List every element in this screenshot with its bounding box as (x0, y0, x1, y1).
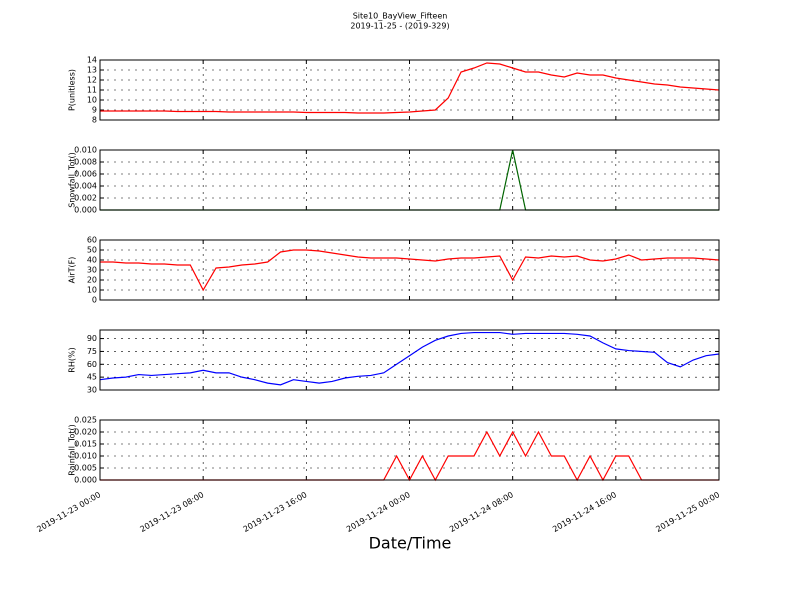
plot-frame (99, 329, 720, 391)
y-tick-label: 14 (87, 56, 97, 65)
x-tick-label: 2019-11-23 00:00 (35, 490, 102, 534)
x-tick-label: 2019-11-23 08:00 (138, 490, 205, 534)
y-tick-label: 50 (87, 246, 97, 255)
x-tick-label: 2019-11-24 16:00 (551, 490, 618, 534)
x-tick-label: 2019-11-24 08:00 (448, 490, 515, 534)
y-axis-label: P(unitless) (68, 69, 77, 111)
y-tick-label: 0.002 (74, 194, 97, 203)
y-tick-label: 0 (92, 296, 97, 305)
y-tick-label: 30 (87, 266, 97, 275)
plot-frame (99, 419, 720, 481)
y-tick-label: 45 (87, 373, 97, 382)
y-tick-label: 0.015 (74, 440, 97, 449)
plot-frame (99, 59, 720, 121)
chart-subtitle: 2019-11-25 - (2019-329) (350, 22, 449, 31)
x-tick-label: 2019-11-25 00:00 (654, 490, 721, 534)
x-tick-label: 2019-11-24 00:00 (345, 490, 412, 534)
x-tick-label: 2019-11-23 16:00 (242, 490, 309, 534)
y-tick-label: 0.020 (74, 428, 97, 437)
y-tick-label: 11 (87, 86, 97, 95)
data-line (100, 249, 720, 292)
data-line (99, 331, 720, 386)
y-tick-label: 13 (87, 66, 97, 75)
y-tick-label: 0.004 (74, 182, 97, 191)
y-tick-label: 75 (87, 347, 97, 356)
y-tick-label: 0.000 (74, 206, 97, 215)
y-tick-label: 10 (87, 286, 97, 295)
data-line (100, 62, 720, 114)
y-axis-label: Snowfall_Tot() (68, 152, 77, 208)
y-tick-label: 20 (87, 276, 97, 285)
y-tick-label: 8 (92, 116, 97, 125)
y-tick-label: 30 (87, 386, 97, 395)
plot-frame (99, 149, 720, 211)
y-tick-label: 0.000 (74, 476, 97, 485)
y-tick-label: 0.006 (74, 170, 97, 179)
y-tick-label: 10 (87, 96, 97, 105)
y-axis-label: Rainfall_Tot() (68, 424, 77, 476)
y-tick-label: 0.005 (74, 464, 97, 473)
y-tick-label: 0.010 (74, 452, 97, 461)
y-tick-label: 9 (92, 106, 97, 115)
y-tick-label: 0.008 (74, 158, 97, 167)
plot-frame (99, 239, 720, 301)
y-tick-label: 60 (87, 360, 97, 369)
y-tick-label: 0.010 (74, 146, 97, 155)
y-tick-label: 40 (87, 256, 97, 265)
y-axis-label: AirT(F) (68, 257, 77, 284)
x-axis-label: Date/Time (369, 534, 452, 553)
y-tick-label: 0.025 (74, 416, 97, 425)
chart-title: Site10_BayView_Fifteen (353, 12, 448, 21)
y-tick-label: 12 (87, 76, 97, 85)
y-tick-label: 60 (87, 236, 97, 245)
y-axis-label: RH(%) (68, 347, 77, 372)
y-tick-label: 90 (87, 334, 97, 343)
